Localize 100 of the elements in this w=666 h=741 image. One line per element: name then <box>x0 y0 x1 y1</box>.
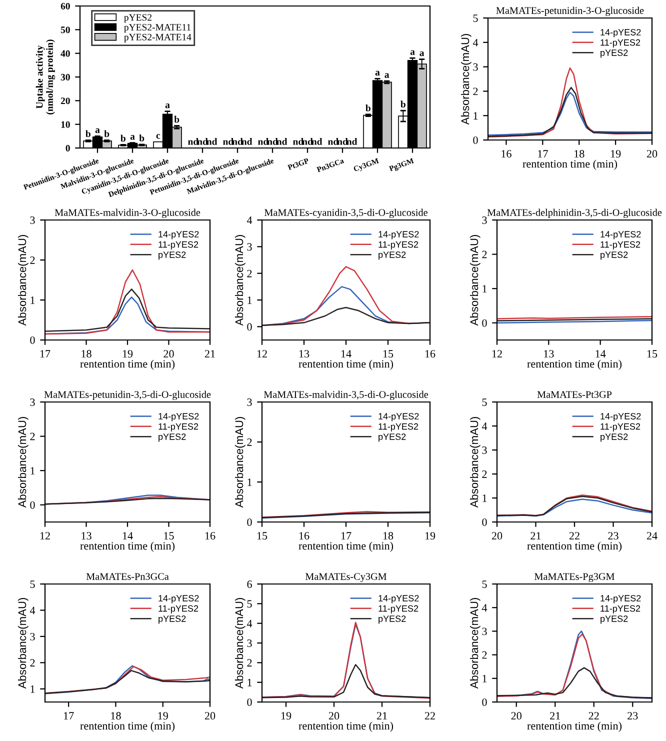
y-tick-label: 20 <box>60 98 70 104</box>
y-tick-label: 30 <box>60 74 70 80</box>
legend-label: pYES2 <box>378 616 406 624</box>
data-label: a <box>165 104 170 108</box>
chart-title: MaMATEs-petunidin-3-O-glucoside <box>496 6 644 16</box>
x-tick-label: 22 <box>569 532 580 540</box>
x-tick-label: 15 <box>164 532 174 540</box>
y-tick-label: 0 <box>30 501 35 509</box>
y-tick-label: 4 <box>246 620 252 628</box>
x-tick-label: 19 <box>281 712 292 720</box>
x-tick-label: 19 <box>425 532 436 540</box>
x-axis-title: rentention time (min) <box>298 360 394 370</box>
legend-label: 14-pYES2 <box>378 231 419 240</box>
y-tick-label: 2 <box>247 270 252 278</box>
x-axis-title: rentention time (min) <box>298 722 394 732</box>
legend-label: 11-pYES2 <box>600 423 640 432</box>
y-tick-label: 4 <box>246 216 252 224</box>
x-tick-label: 14 <box>596 350 606 358</box>
data-label: a <box>420 51 424 56</box>
legend-label: pYES2-MATE11 <box>124 24 191 32</box>
x-tick-label: 21 <box>530 532 541 540</box>
legend-label: 14-pYES2 <box>600 413 641 422</box>
chart-title: MaMATEs-delphinidin-3,5-di-O-glucoside <box>487 208 662 218</box>
text: nd <box>197 138 208 145</box>
y-tick-label: 2 <box>30 659 35 667</box>
text: nd <box>276 138 288 145</box>
y-axis-title: Absorbance(mAU) <box>460 34 472 125</box>
legend-label: 14-pYES2 <box>600 595 641 604</box>
x-tick-label: 23 <box>628 712 638 720</box>
x-tick-label: 15 <box>383 350 394 358</box>
text: nd <box>242 138 252 145</box>
x-tick-label: 24 <box>646 532 658 540</box>
legend-label: 11-pYES2 <box>158 241 198 250</box>
data-label: b <box>120 134 126 142</box>
y-axis-title: Absorbance(mAU) <box>470 598 480 689</box>
x-tick-label: 14 <box>341 350 352 358</box>
y-tick-label: 3 <box>247 398 252 406</box>
legend-label: 14-pYES2 <box>378 413 419 422</box>
y-tick-label: 0 <box>482 698 487 706</box>
y-axis-title: Absorbance(mAU) <box>470 416 480 508</box>
y-tick-label: 4 <box>30 606 36 614</box>
legend-label: pYES2 <box>158 252 186 260</box>
data-label: a <box>375 70 380 76</box>
chart-title: MaMATEs-malvidin-3,5-di-O-glucoside <box>264 390 428 400</box>
y-tick-label: 10 <box>61 121 70 128</box>
legend-label: pYES2 <box>378 252 406 260</box>
y-tick-label: 1 <box>482 494 487 502</box>
y-tick-label: 1 <box>474 112 478 120</box>
text: nd <box>223 138 234 145</box>
y-tick-label: 6 <box>247 580 252 588</box>
x-tick-label: 15 <box>257 532 268 540</box>
chart-title: MaMATEs-Cy3GM <box>305 573 387 582</box>
chart-title: MaMATEs-Pt3GP <box>537 391 612 398</box>
y-tick-label: 2 <box>247 659 252 667</box>
legend-label: 14-pYES2 <box>600 29 641 38</box>
x-tick-label: 16 <box>299 532 310 540</box>
y-tick-label: 5 <box>482 398 487 406</box>
y-axis-title: Absorbance(mAU) <box>234 416 246 508</box>
line-series <box>262 664 430 698</box>
x-axis-title: rentention time (min) <box>298 542 394 552</box>
y-tick-label: 0 <box>482 319 487 327</box>
y-tick-label: 5 <box>482 580 487 588</box>
y-tick-label: 0 <box>247 518 252 526</box>
y-tick-label: 1 <box>30 296 35 304</box>
chart-title: MaMATEs-Pg3GM <box>534 573 614 582</box>
y-tick-label: 2 <box>482 651 487 659</box>
x-tick-label: 21 <box>204 350 215 358</box>
legend-label: pYES2 <box>600 616 628 624</box>
x-tick-label: 16 <box>502 150 512 158</box>
y-tick-label: 0 <box>473 136 478 144</box>
y-tick-label: 2 <box>30 256 35 264</box>
text: nd <box>206 138 218 145</box>
y-tick-label: 3 <box>482 216 487 224</box>
y-tick-label: 2 <box>247 438 252 446</box>
x-tick-label: 13 <box>544 350 554 358</box>
y-tick-label: 4 <box>482 604 488 612</box>
legend-label: 11-pYES2 <box>600 241 640 250</box>
legend-label: pYES2 <box>158 434 186 442</box>
legend-label: 11-pYES2 <box>158 423 198 432</box>
y-axis-title: Absorbance(mAU) <box>18 416 28 508</box>
x-tick-label: 17 <box>64 712 74 720</box>
y-tick-label: 2 <box>482 250 487 258</box>
legend-label: 14-pYES2 <box>600 231 641 240</box>
legend-label: 11-pYES2 <box>158 605 198 614</box>
legend-label: 14-pYES2 <box>158 231 199 240</box>
y-axis-title: Absorbance(mAU) <box>234 234 246 326</box>
legend-label: 11-pYES2 <box>600 39 640 48</box>
x-axis-title: rentention time (min) <box>527 722 622 732</box>
x-axis-title: rentention time (min) <box>80 360 175 370</box>
text: nd <box>258 138 268 145</box>
data-label: b <box>104 130 110 138</box>
x-tick-label: 19 <box>122 350 133 358</box>
chart-title: MaMATEs-cyanidin-3,5-di-O-glucoside <box>264 208 428 218</box>
x-tick-label: 21 <box>376 712 387 720</box>
x-tick-label: 19 <box>610 150 621 158</box>
chart-title: MaMATEs-malvidin-3-O-glucoside <box>54 208 200 218</box>
data-label: b <box>139 134 144 142</box>
data-label: a <box>95 128 100 134</box>
data-label: a <box>410 50 415 55</box>
y-tick-label: 4 <box>482 422 488 430</box>
